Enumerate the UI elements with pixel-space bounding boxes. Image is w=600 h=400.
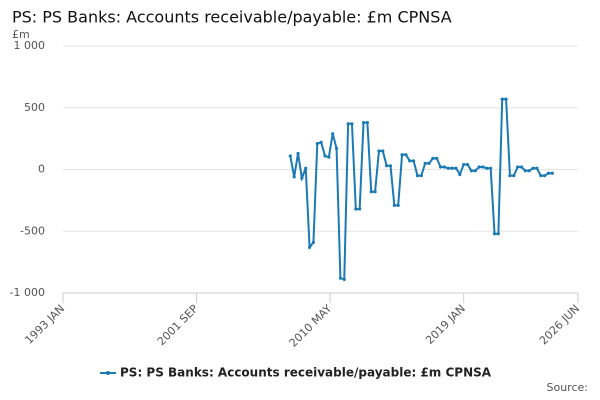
data-point bbox=[500, 97, 504, 101]
data-point bbox=[423, 161, 427, 165]
data-point bbox=[296, 151, 300, 156]
data-point bbox=[438, 165, 443, 169]
y-tick-label: 0 bbox=[38, 163, 45, 176]
data-point bbox=[377, 149, 381, 153]
data-point bbox=[369, 190, 373, 194]
data-point bbox=[492, 232, 497, 236]
y-tick-label: 1 000 bbox=[14, 39, 46, 52]
data-point bbox=[427, 161, 431, 165]
data-point bbox=[300, 176, 304, 180]
data-point bbox=[319, 140, 323, 144]
data-point bbox=[415, 174, 420, 178]
data-point bbox=[342, 277, 346, 282]
y-tick-label: -1 000 bbox=[10, 286, 45, 299]
data-point bbox=[408, 159, 412, 163]
x-tick-label: 2001 SEP bbox=[155, 302, 201, 348]
data-point bbox=[288, 154, 292, 158]
data-point bbox=[338, 276, 343, 280]
y-tick-label: 500 bbox=[24, 101, 45, 114]
data-point bbox=[535, 166, 539, 170]
data-point bbox=[307, 245, 312, 249]
data-point bbox=[331, 132, 335, 136]
x-tick-label: 1993 JAN bbox=[22, 302, 67, 347]
data-point bbox=[334, 146, 339, 151]
y-axis-label: £m bbox=[12, 28, 30, 41]
data-point bbox=[315, 141, 319, 146]
legend-marker bbox=[106, 371, 110, 375]
x-tick-label: 2019 JAN bbox=[423, 302, 468, 347]
source: Source: bbox=[547, 381, 589, 394]
data-point bbox=[446, 166, 450, 170]
data-point bbox=[519, 165, 524, 169]
data-point bbox=[489, 166, 493, 170]
data-point bbox=[404, 153, 408, 157]
data-point bbox=[481, 165, 485, 169]
data-point bbox=[431, 156, 435, 160]
x-tick-label: 2010 MAY bbox=[287, 302, 335, 350]
data-point bbox=[350, 122, 354, 126]
data-point bbox=[400, 153, 404, 157]
data-point bbox=[412, 159, 416, 163]
data-point bbox=[539, 174, 543, 178]
data-point bbox=[454, 166, 458, 170]
data-point bbox=[385, 164, 389, 168]
data-point bbox=[323, 154, 327, 158]
data-point bbox=[435, 156, 439, 160]
data-point bbox=[419, 174, 423, 178]
data-point bbox=[504, 97, 508, 101]
data-point bbox=[516, 165, 520, 169]
data-point bbox=[450, 166, 454, 170]
data-point bbox=[543, 174, 547, 178]
data-point bbox=[327, 155, 331, 159]
data-point bbox=[365, 120, 369, 125]
data-point bbox=[477, 165, 481, 169]
data-point bbox=[527, 169, 531, 173]
data-point bbox=[388, 164, 393, 168]
chart-title: PS: PS Banks: Accounts receivable/payabl… bbox=[12, 8, 452, 27]
legend-label: PS: PS Banks: Accounts receivable/payabl… bbox=[120, 366, 492, 380]
data-point bbox=[523, 169, 527, 173]
data-point bbox=[469, 169, 474, 173]
data-point bbox=[473, 169, 477, 173]
data-point bbox=[485, 166, 489, 170]
data-point bbox=[381, 149, 385, 153]
series-line bbox=[289, 98, 553, 281]
data-point bbox=[396, 203, 400, 207]
data-point bbox=[358, 207, 362, 211]
data-point bbox=[512, 174, 516, 178]
data-point bbox=[311, 240, 316, 244]
data-point bbox=[508, 174, 512, 178]
data-point bbox=[462, 162, 466, 167]
data-point bbox=[496, 232, 500, 236]
data-point bbox=[531, 166, 535, 170]
x-tick-label: 2026 JUN bbox=[537, 302, 582, 347]
data-point bbox=[292, 175, 296, 179]
data-point bbox=[373, 190, 377, 194]
data-point bbox=[346, 122, 350, 126]
data-point bbox=[442, 165, 447, 169]
data-point bbox=[465, 162, 470, 167]
data-point bbox=[458, 172, 462, 177]
data-point bbox=[354, 207, 358, 211]
y-tick-label: -500 bbox=[20, 224, 45, 237]
data-point bbox=[392, 203, 396, 207]
data-point bbox=[550, 171, 554, 175]
data-point bbox=[304, 166, 308, 170]
data-point bbox=[546, 171, 551, 175]
data-point bbox=[361, 120, 366, 125]
